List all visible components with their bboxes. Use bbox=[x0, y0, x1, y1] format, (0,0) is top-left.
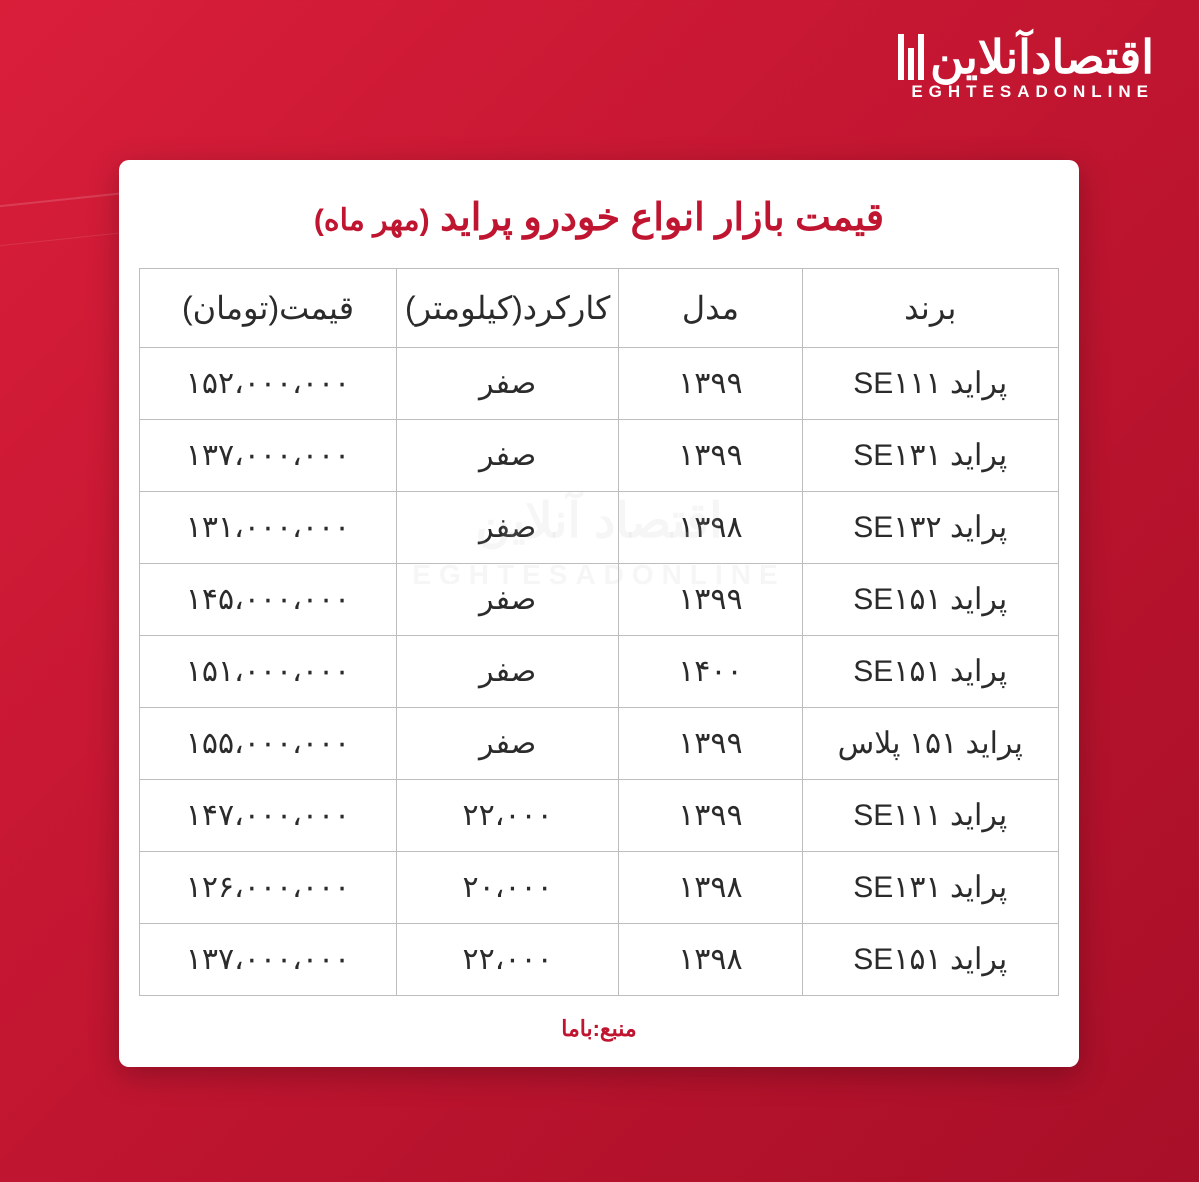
header-model: مدل bbox=[620, 269, 803, 348]
cell-mileage: ۲۲،۰۰۰ bbox=[397, 780, 619, 852]
site-logo: اقتصادآنلاین EGHTESADONLINE bbox=[899, 30, 1155, 102]
cell-brand: پراید SE۱۳۲ bbox=[803, 492, 1059, 564]
header-mileage: کارکرد(کیلومتر) bbox=[397, 269, 619, 348]
price-table: برند مدل کارکرد(کیلومتر) قیمت(تومان) پرا… bbox=[140, 268, 1060, 996]
logo-bars-icon bbox=[899, 34, 925, 80]
cell-model: ۱۳۹۹ bbox=[620, 348, 803, 420]
cell-model: ۱۴۰۰ bbox=[620, 636, 803, 708]
table-row: پراید SE۱۱۱۱۳۹۹صفر۱۵۲،۰۰۰،۰۰۰ bbox=[141, 348, 1060, 420]
logo-text: اقتصادآنلاین bbox=[931, 30, 1155, 84]
cell-brand: پراید SE۱۳۱ bbox=[803, 420, 1059, 492]
logo-subtext: EGHTESADONLINE bbox=[899, 82, 1155, 102]
cell-model: ۱۳۹۹ bbox=[620, 564, 803, 636]
cell-brand: پراید SE۱۵۱ bbox=[803, 924, 1059, 996]
cell-model: ۱۳۹۹ bbox=[620, 420, 803, 492]
cell-price: ۱۵۵،۰۰۰،۰۰۰ bbox=[141, 708, 398, 780]
title-month: (مهر ماه) bbox=[315, 204, 431, 237]
cell-price: ۱۳۷،۰۰۰،۰۰۰ bbox=[141, 924, 398, 996]
table-row: پراید SE۱۳۱۱۳۹۹صفر۱۳۷،۰۰۰،۰۰۰ bbox=[141, 420, 1060, 492]
cell-brand: پراید SE۱۵۱ bbox=[803, 564, 1059, 636]
cell-price: ۱۵۱،۰۰۰،۰۰۰ bbox=[141, 636, 398, 708]
cell-price: ۱۳۷،۰۰۰،۰۰۰ bbox=[141, 420, 398, 492]
cell-model: ۱۳۹۸ bbox=[620, 924, 803, 996]
cell-brand: پراید SE۱۵۱ bbox=[803, 636, 1059, 708]
source-label: منبع:باما bbox=[140, 1016, 1060, 1042]
table-row: پراید SE۱۳۲۱۳۹۸صفر۱۳۱،۰۰۰،۰۰۰ bbox=[141, 492, 1060, 564]
header-price: قیمت(تومان) bbox=[141, 269, 398, 348]
cell-mileage: ۲۰،۰۰۰ bbox=[397, 852, 619, 924]
cell-mileage: صفر bbox=[397, 348, 619, 420]
table-header-row: برند مدل کارکرد(کیلومتر) قیمت(تومان) bbox=[141, 269, 1060, 348]
cell-model: ۱۳۹۸ bbox=[620, 492, 803, 564]
cell-price: ۱۳۱،۰۰۰،۰۰۰ bbox=[141, 492, 398, 564]
cell-mileage: صفر bbox=[397, 492, 619, 564]
cell-mileage: ۲۲،۰۰۰ bbox=[397, 924, 619, 996]
cell-price: ۱۴۵،۰۰۰،۰۰۰ bbox=[141, 564, 398, 636]
cell-price: ۱۲۶،۰۰۰،۰۰۰ bbox=[141, 852, 398, 924]
cell-brand: پراید SE۱۱۱ bbox=[803, 780, 1059, 852]
title-main: قیمت بازار انواع خودرو پراید bbox=[441, 197, 885, 239]
card-title: قیمت بازار انواع خودرو پراید (مهر ماه) bbox=[140, 195, 1060, 240]
cell-mileage: صفر bbox=[397, 708, 619, 780]
cell-mileage: صفر bbox=[397, 564, 619, 636]
table-row: پراید SE۱۱۱۱۳۹۹۲۲،۰۰۰۱۴۷،۰۰۰،۰۰۰ bbox=[141, 780, 1060, 852]
price-card: اقتصاد آنلاین EGHTESADONLINE قیمت بازار … bbox=[120, 160, 1080, 1067]
table-row: پراید SE۱۵۱۱۴۰۰صفر۱۵۱،۰۰۰،۰۰۰ bbox=[141, 636, 1060, 708]
table-row: پراید SE۱۵۱۱۳۹۸۲۲،۰۰۰۱۳۷،۰۰۰،۰۰۰ bbox=[141, 924, 1060, 996]
table-row: پراید SE۱۳۱۱۳۹۸۲۰،۰۰۰۱۲۶،۰۰۰،۰۰۰ bbox=[141, 852, 1060, 924]
cell-brand: پراید SE۱۳۱ bbox=[803, 852, 1059, 924]
table-row: پراید SE۱۵۱۱۳۹۹صفر۱۴۵،۰۰۰،۰۰۰ bbox=[141, 564, 1060, 636]
cell-model: ۱۳۹۹ bbox=[620, 708, 803, 780]
cell-brand: پراید SE۱۱۱ bbox=[803, 348, 1059, 420]
cell-model: ۱۳۹۸ bbox=[620, 852, 803, 924]
cell-mileage: صفر bbox=[397, 420, 619, 492]
header-brand: برند bbox=[803, 269, 1059, 348]
table-row: پراید ۱۵۱ پلاس۱۳۹۹صفر۱۵۵،۰۰۰،۰۰۰ bbox=[141, 708, 1060, 780]
logo-main-row: اقتصادآنلاین bbox=[899, 30, 1155, 84]
cell-price: ۱۵۲،۰۰۰،۰۰۰ bbox=[141, 348, 398, 420]
cell-model: ۱۳۹۹ bbox=[620, 780, 803, 852]
cell-brand: پراید ۱۵۱ پلاس bbox=[803, 708, 1059, 780]
cell-price: ۱۴۷،۰۰۰،۰۰۰ bbox=[141, 780, 398, 852]
cell-mileage: صفر bbox=[397, 636, 619, 708]
